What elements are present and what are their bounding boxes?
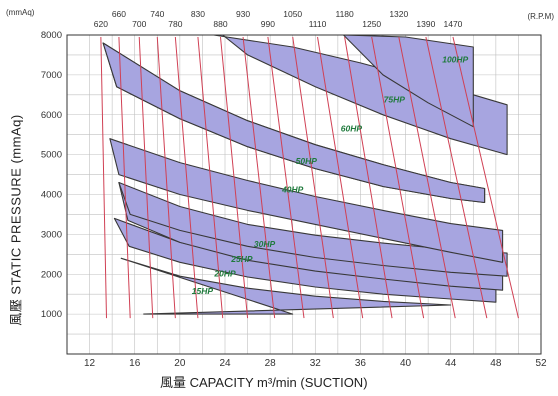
rpm-line-740 — [156, 36, 176, 319]
y-unit-label: (mmAq) — [6, 8, 35, 17]
rpm-line-620 — [100, 36, 107, 319]
x-tick-label: 40 — [400, 358, 412, 369]
rpm-label: 1110 — [309, 19, 327, 29]
rpm-label: 620 — [94, 19, 108, 29]
rpm-label: 700 — [132, 19, 146, 29]
rpm-line-1110 — [317, 36, 364, 319]
hp-label-20hp: 20HP — [213, 268, 236, 278]
band-60hp — [102, 42, 486, 204]
x-tick-label: 44 — [445, 358, 457, 369]
rpm-label: 1320 — [389, 9, 408, 19]
y-axis-title-wrap: 風壓 STATIC PRESSURE (mmAq) — [2, 90, 28, 350]
rpm-label: 830 — [191, 9, 205, 19]
rpm-label: 1470 — [444, 19, 463, 29]
rpm-line-1180 — [344, 36, 393, 319]
hp-label-40hp: 40HP — [281, 185, 304, 195]
rpm-label: 740 — [150, 9, 164, 19]
x-tick-label: 28 — [265, 358, 277, 369]
x-tick-label: 12 — [84, 358, 96, 369]
y-tick-label: 6000 — [41, 110, 62, 121]
y-tick-label: 3000 — [41, 229, 62, 240]
x-tick-label: 52 — [535, 358, 547, 369]
rpm-line-1390 — [425, 36, 488, 319]
rpm-line-1050 — [292, 36, 334, 319]
hp-label-100hp: 100HP — [442, 55, 468, 65]
hp-label-50hp: 50HP — [296, 156, 318, 166]
y-tick-label: 1000 — [41, 309, 62, 320]
hp-label-30hp: 30HP — [254, 239, 276, 249]
band-75hp — [213, 34, 508, 156]
y-tick-label: 8000 — [41, 30, 62, 41]
rpm-line-1250 — [371, 36, 425, 319]
rpm-label: 1250 — [362, 19, 381, 29]
x-tick-label: 36 — [355, 358, 367, 369]
rpm-label: 660 — [112, 9, 126, 19]
rpm-label: 880 — [213, 19, 227, 29]
rpm-line-1320 — [398, 36, 456, 319]
rpm-labels: 660 740 830 930 1050 1180 1320 620 700 780 880 990 1… — [94, 9, 463, 29]
y-axis-title: 風壓 STATIC PRESSURE (mmAq) — [8, 114, 24, 326]
rpm-line-830 — [197, 36, 224, 319]
rpm-line-1470 — [452, 36, 519, 319]
y-tick-label: 4000 — [41, 190, 62, 201]
rpm-line-660 — [118, 36, 131, 319]
rpm-unit-label: (R.P.M) — [527, 12, 554, 21]
rpm-line-780 — [174, 36, 199, 319]
rpm-label: 990 — [261, 19, 275, 29]
plot-border — [66, 34, 542, 355]
y-tick-label: 7000 — [41, 70, 62, 81]
rpm-line-930 — [242, 36, 276, 319]
rpm-label: 780 — [168, 19, 182, 29]
x-tick-label: 16 — [129, 358, 141, 369]
hp-label-60hp: 60HP — [341, 124, 363, 134]
y-tick-label: 5000 — [41, 150, 62, 161]
hp-label-15hp: 15HP — [192, 286, 214, 296]
rpm-label: 930 — [236, 9, 250, 19]
rpm-label: 1180 — [335, 9, 354, 19]
rpm-line-990 — [267, 36, 305, 319]
x-axis-title: 風量 CAPACITY m³/min (SUCTION) — [160, 375, 368, 390]
rpm-lines — [100, 36, 519, 319]
band-30hp — [118, 181, 508, 277]
band-40hp — [109, 138, 504, 263]
hp-label-75hp: 75HP — [384, 95, 406, 105]
rpm-label: 1390 — [416, 19, 435, 29]
rpm-label: 1050 — [283, 9, 302, 19]
hp-bands — [102, 34, 508, 315]
x-tick-label: 48 — [490, 358, 502, 369]
x-tick-label: 20 — [174, 358, 186, 369]
y-tick-label: 2000 — [41, 269, 62, 280]
plot-frame — [66, 34, 542, 355]
x-tick-label: 32 — [310, 358, 322, 369]
hp-label-25hp: 25HP — [230, 254, 253, 264]
x-tick-label: 24 — [219, 358, 231, 369]
tick-labels: 12 16 20 24 28 32 36 40 44 48 52 1000 2000 3000 4000 50… — [41, 30, 547, 369]
rpm-line-880 — [219, 36, 249, 319]
rpm-line-700 — [138, 36, 154, 319]
